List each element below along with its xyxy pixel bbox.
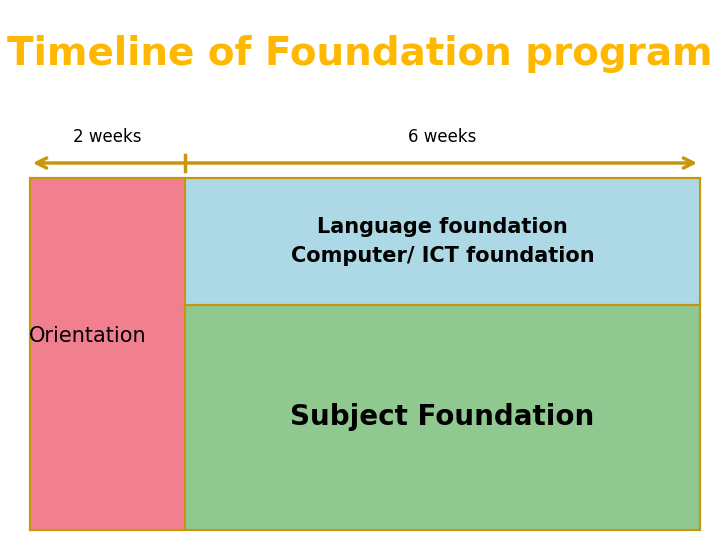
Text: Subject Foundation: Subject Foundation bbox=[290, 403, 595, 431]
Bar bbox=[185, 178, 700, 305]
Bar bbox=[30, 178, 700, 530]
Text: Language foundation
Computer/ ICT foundation: Language foundation Computer/ ICT founda… bbox=[291, 217, 594, 266]
Text: Timeline of Foundation program: Timeline of Foundation program bbox=[7, 35, 713, 73]
Bar bbox=[30, 178, 185, 530]
Bar bbox=[185, 305, 700, 530]
Text: 6 weeks: 6 weeks bbox=[408, 128, 477, 146]
Text: Orientation: Orientation bbox=[29, 326, 146, 346]
Text: 2 weeks: 2 weeks bbox=[73, 128, 142, 146]
